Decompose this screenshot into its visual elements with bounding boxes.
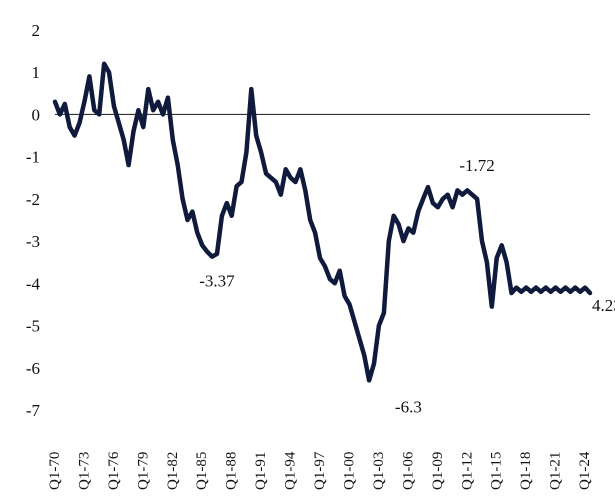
x-tick-label: Q1-91 — [253, 452, 269, 490]
x-tick-label: Q1-85 — [194, 452, 210, 490]
data-label: -3.37 — [199, 272, 235, 291]
data-label: -1.72 — [459, 156, 494, 175]
y-tick-label: 2 — [32, 21, 41, 40]
y-axis-ticks: 2 1 0 -1 -2 -3 -4 -5 -6 -7 — [26, 21, 41, 420]
x-tick-label: Q1-70 — [47, 452, 63, 490]
x-tick-label: Q1-03 — [371, 452, 387, 490]
x-tick-label: Q1-18 — [518, 452, 534, 490]
data-label: -6.3 — [395, 397, 422, 416]
x-tick-label: Q1-21 — [548, 452, 564, 490]
x-tick-label: Q1-88 — [224, 452, 240, 490]
x-tick-label: Q1-76 — [106, 451, 122, 490]
y-tick-label: 1 — [32, 63, 41, 82]
y-tick-label: -1 — [26, 148, 40, 167]
y-tick-label: -3 — [26, 232, 40, 251]
y-tick-label: -5 — [26, 317, 40, 336]
x-tick-label: Q1-97 — [312, 451, 328, 490]
x-tick-label: Q1-15 — [489, 452, 505, 490]
x-tick-label: Q1-00 — [341, 452, 357, 490]
x-tick-label: Q1-12 — [459, 452, 475, 490]
x-tick-label: Q1-82 — [165, 452, 181, 490]
x-tick-label: Q1-09 — [430, 452, 446, 490]
x-axis-ticks: Q1-70 Q1-73 Q1-76 Q1-79 Q1-82 Q1-85 Q1-88 Q1-91… — [47, 451, 593, 490]
x-tick-label: Q1-06 — [400, 451, 416, 490]
x-tick-label: Q1-73 — [76, 452, 92, 490]
x-tick-label: Q1-79 — [135, 452, 151, 490]
annotations: -3.37 -6.3 -1.72 4.23 — [199, 156, 615, 416]
data-label: 4.23 — [592, 296, 615, 315]
y-tick-label: -6 — [26, 359, 40, 378]
y-tick-label: -4 — [26, 274, 41, 293]
y-tick-label: -7 — [26, 401, 41, 420]
x-tick-label: Q1-24 — [577, 451, 593, 490]
y-tick-label: 0 — [32, 105, 41, 124]
x-tick-label: Q1-94 — [283, 451, 299, 490]
series-line — [52, 61, 593, 383]
y-tick-label: -2 — [26, 190, 40, 209]
